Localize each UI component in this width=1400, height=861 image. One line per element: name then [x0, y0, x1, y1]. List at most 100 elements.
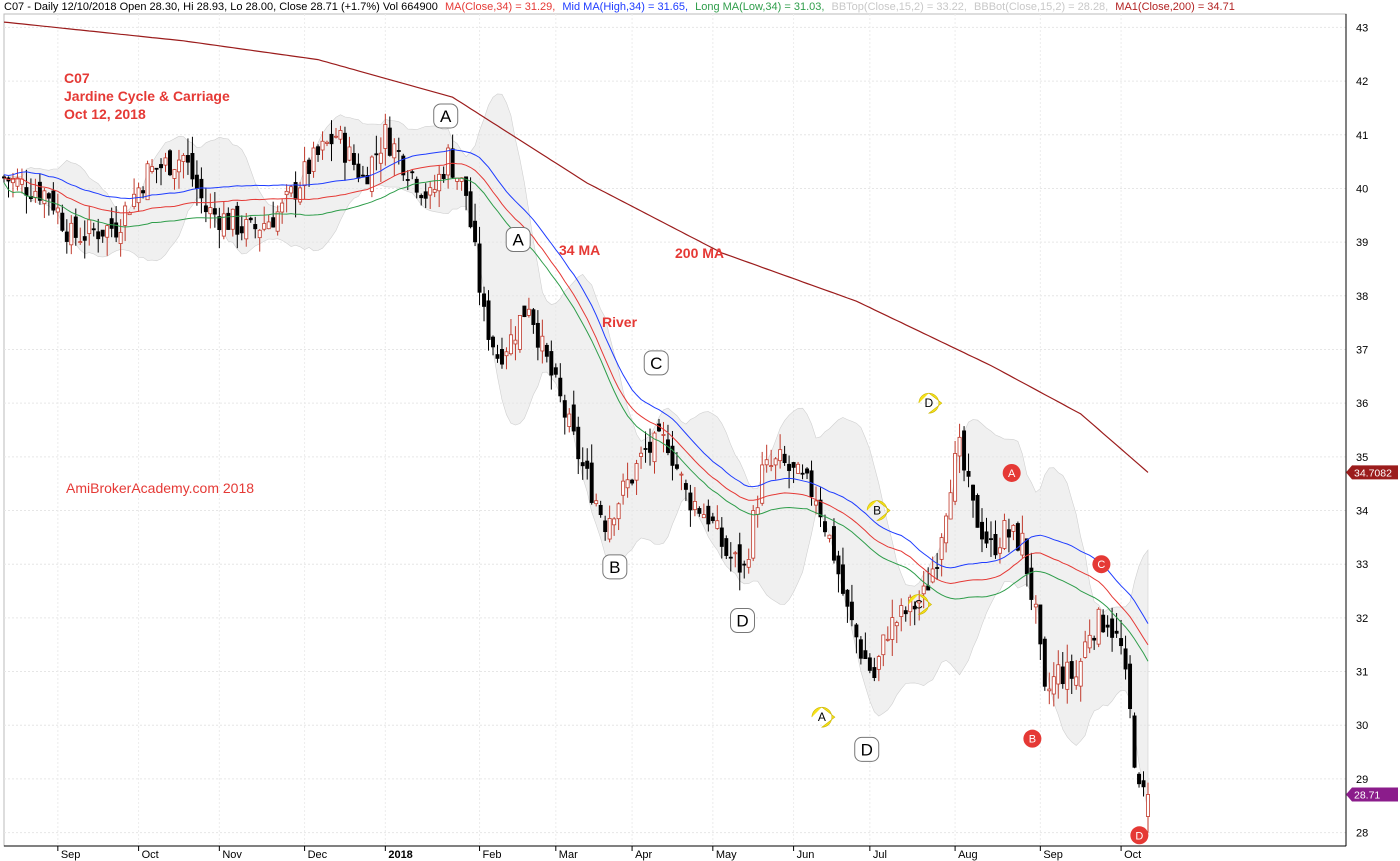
candle-body [208, 207, 213, 215]
wave-label-box [602, 554, 628, 580]
candle-body [831, 526, 836, 561]
wave-label: A [1008, 468, 1016, 480]
candle-body [607, 518, 612, 540]
candle-body [325, 141, 329, 144]
candle-body [1078, 660, 1083, 687]
header-mid-ma: Mid MA(High,34) = 31.65, [562, 1, 689, 13]
candle-body [791, 462, 796, 468]
candle-body [962, 430, 967, 471]
candle-body [1042, 638, 1047, 687]
candle-body [266, 221, 271, 230]
candle-body [1038, 604, 1043, 645]
candle-body [100, 229, 105, 237]
candle-body [374, 153, 379, 156]
candle-body [867, 657, 872, 671]
y-tick-label: 30 [1356, 720, 1368, 732]
candle-body [163, 157, 168, 166]
candle-body [643, 448, 648, 450]
candle-body [639, 452, 644, 457]
candle-body [230, 208, 235, 230]
candle-body [1101, 614, 1106, 633]
candle-body [1011, 524, 1016, 532]
wave-label: D [1135, 830, 1143, 842]
candle-body [849, 601, 854, 621]
candle-body [544, 344, 549, 357]
candle-body [805, 468, 810, 474]
bollinger-band [3, 93, 1149, 812]
x-tick-label: Aug [958, 849, 978, 861]
ticker-label: C07 [64, 70, 90, 86]
candle-body [96, 231, 101, 240]
header-ma34: MA(Close,34) = 31.29, [444, 1, 556, 13]
candle-body [136, 187, 141, 204]
candle-body [316, 146, 321, 155]
header-long-ma: Long MA(Low,34) = 31.03, [695, 1, 825, 13]
candle-body [944, 515, 949, 544]
candle-body [2, 176, 6, 179]
candle-body [621, 480, 626, 496]
candle-body [1114, 630, 1119, 634]
candle-body [652, 432, 657, 463]
candle-body [262, 223, 267, 230]
candle-body [194, 174, 199, 189]
candle-body [688, 492, 693, 511]
wave-label: A [440, 107, 452, 126]
x-tick-label: Sep [61, 849, 81, 861]
candle-body [284, 190, 289, 196]
candle-body [114, 222, 119, 238]
candle-body [176, 159, 181, 173]
candle-body [118, 231, 123, 244]
candle-body [935, 567, 940, 569]
header-bbtop: BBTop(Close,15,2) = 33.22, [831, 1, 967, 13]
chart-date: Oct 12, 2018 [64, 106, 146, 122]
candle-body [630, 479, 635, 484]
candle-body [594, 500, 599, 505]
candle-body [818, 499, 823, 518]
x-tick-label: Nov [222, 849, 242, 861]
candle-body [396, 150, 401, 152]
x-tick-label: 2018 [388, 849, 412, 861]
candle-body [500, 349, 504, 365]
candle-body [836, 555, 841, 575]
candle-body [661, 434, 666, 436]
y-tick-label: 41 [1356, 130, 1368, 142]
candle-body [280, 202, 285, 213]
candle-body [226, 212, 231, 230]
wave-label: C [1097, 559, 1105, 571]
y-tick-label: 38 [1356, 291, 1368, 303]
x-tick-label: Apr [635, 849, 652, 861]
candle-body [78, 241, 83, 243]
candle-body [778, 449, 783, 462]
candle-body [823, 521, 827, 533]
candle-body [37, 181, 42, 201]
candle-body [562, 400, 567, 418]
wave-label-circle [1092, 555, 1111, 574]
candle-body [840, 564, 845, 594]
candle-body [1105, 624, 1110, 628]
wave-label: C [914, 597, 923, 611]
candle-body [298, 187, 303, 203]
price-label-bg [1346, 465, 1398, 480]
candle-body [1128, 663, 1133, 709]
candle-body [289, 186, 294, 194]
candle-body [257, 229, 262, 239]
candle-body [87, 219, 92, 234]
candle-body [82, 236, 87, 241]
candle-body [356, 163, 361, 179]
candle-body [912, 605, 917, 610]
x-tick-label: May [716, 849, 737, 861]
candle-body [719, 527, 724, 547]
wave-label-circle [1130, 826, 1149, 845]
candle-body [612, 518, 617, 526]
candle-body [311, 147, 316, 172]
wave-label-marker [918, 392, 943, 414]
candle-body [899, 605, 904, 617]
candle-body [1096, 608, 1101, 645]
candle-body [827, 534, 832, 539]
candle-body [132, 193, 137, 207]
y-tick-label: 40 [1356, 183, 1368, 195]
candle-body [1137, 773, 1141, 785]
candle-body [549, 351, 554, 376]
wave-label: D [861, 740, 873, 759]
